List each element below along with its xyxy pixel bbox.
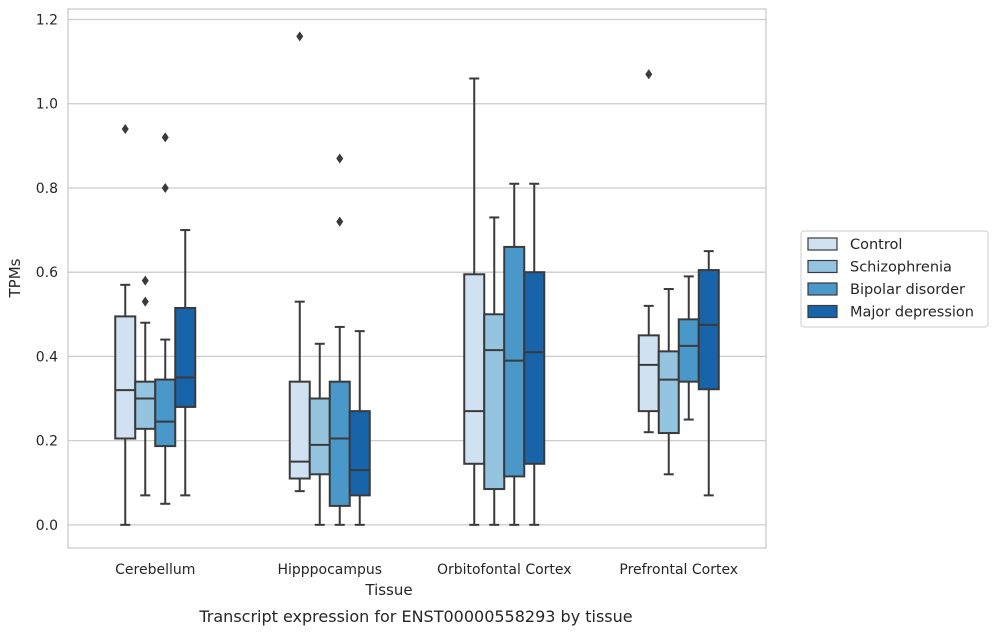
box (483, 216, 506, 526)
outlier-point (121, 124, 129, 135)
box (154, 132, 177, 505)
box (174, 229, 197, 497)
box-body (697, 269, 720, 391)
box (308, 342, 331, 526)
outlier-point (141, 296, 149, 307)
box-body (348, 410, 371, 497)
y-tick-label: 0.8 (36, 181, 58, 197)
box-body (114, 315, 137, 440)
box-body (328, 380, 351, 507)
legend-swatch (807, 259, 838, 274)
legend: Control Schizophrenia Bipolar disorder Majo… (800, 230, 989, 328)
box-group-prefrontal-cortex (637, 69, 720, 497)
box (503, 182, 526, 526)
box-group-orbitofontal-cortex (463, 77, 546, 526)
y-tick-label: 0.0 (36, 518, 58, 534)
legend-swatch (807, 237, 838, 251)
box-body (174, 306, 197, 408)
y-tick-label: 0.4 (36, 349, 58, 365)
box-body (288, 380, 311, 480)
box-groups (114, 31, 720, 526)
box-body (308, 397, 331, 476)
x-axis-title: Tissue (364, 581, 412, 599)
box-body (503, 245, 526, 478)
chart-caption: Transcript expression for ENST0000055829… (198, 607, 632, 626)
legend-label: Major depression (850, 305, 974, 321)
box (348, 330, 371, 526)
x-tick-labels: Cerebellum Hipppocampus Orbitofontal Corte… (115, 562, 738, 578)
box (463, 77, 486, 526)
x-tick-label: Cerebellum (115, 562, 195, 578)
gridlines (68, 18, 766, 526)
plot-frame (67, 8, 767, 549)
box (134, 275, 157, 497)
legend-frame (800, 230, 989, 328)
box (637, 69, 660, 434)
y-axis-title: TPMs (6, 258, 24, 298)
box-group-hipppocampus (288, 31, 371, 526)
box-body (134, 380, 157, 430)
box (523, 182, 546, 526)
y-tick-labels: 0.0 0.2 0.4 0.6 0.8 1.0 1.2 (36, 13, 58, 534)
x-tick-label: Orbitofontal Cortex (437, 562, 572, 578)
box (328, 153, 351, 526)
x-tick-label: Prefrontal Cortex (619, 562, 738, 578)
legend-label: Schizophrenia (850, 260, 952, 276)
legend-swatch (807, 282, 838, 296)
outlier-point (161, 132, 169, 143)
box-body (154, 378, 177, 448)
x-tick-label: Hipppocampus (277, 562, 382, 578)
box-group-cerebellum (114, 124, 197, 526)
outlier-point (161, 182, 169, 193)
box-body (463, 273, 486, 465)
outlier-point (645, 69, 653, 80)
box (657, 288, 680, 476)
box-body (483, 313, 506, 491)
y-tick-label: 1.2 (36, 13, 58, 29)
box (288, 31, 311, 493)
outlier-point (336, 216, 344, 227)
outlier-point (141, 275, 149, 286)
y-tick-label: 1.0 (36, 97, 58, 113)
legend-label: Control (850, 237, 902, 253)
legend-label: Bipolar disorder (850, 282, 965, 298)
outlier-point (336, 153, 344, 164)
box (677, 275, 700, 421)
outlier-point (296, 31, 304, 42)
y-tick-label: 0.2 (36, 434, 58, 450)
box (114, 124, 137, 526)
box-body (637, 334, 660, 413)
box-body (677, 318, 700, 383)
box (697, 250, 720, 497)
box-body (523, 271, 546, 465)
legend-swatch (807, 304, 838, 319)
y-tick-label: 0.6 (36, 265, 58, 281)
box-body (657, 350, 680, 435)
